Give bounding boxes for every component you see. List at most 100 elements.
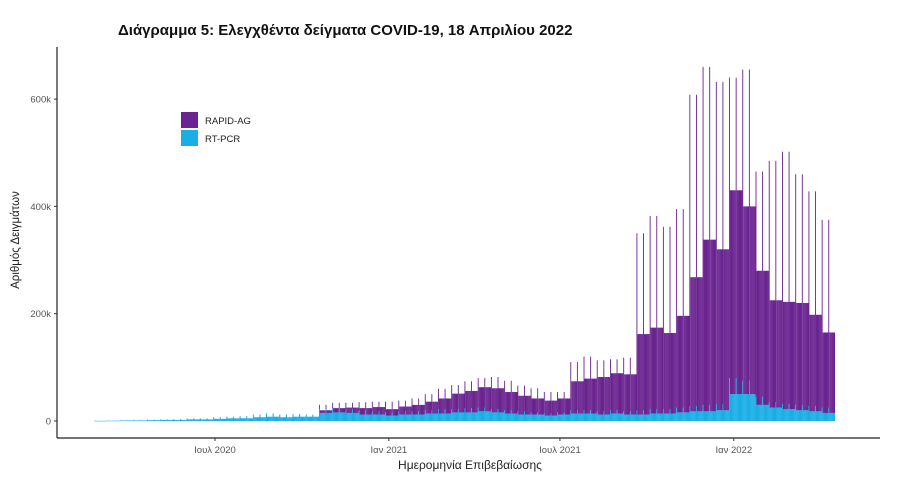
bar-rapid-ag bbox=[666, 333, 668, 414]
bar-rapid-ag bbox=[577, 381, 579, 414]
bar-rt-pcr bbox=[126, 420, 128, 421]
bar-rt-pcr bbox=[813, 411, 815, 421]
bar-rapid-ag bbox=[521, 395, 523, 415]
bar-rt-pcr bbox=[507, 413, 509, 421]
bar-rt-pcr bbox=[352, 412, 355, 421]
bar-rt-pcr bbox=[202, 419, 204, 421]
bar-rt-pcr bbox=[154, 420, 156, 421]
bar-rt-pcr bbox=[234, 418, 236, 421]
bar-rt-pcr bbox=[315, 416, 317, 421]
bar-rt-pcr bbox=[491, 412, 493, 421]
bar-rt-pcr bbox=[147, 420, 149, 421]
bar-rapid-ag bbox=[613, 373, 615, 414]
bar-rapid-ag bbox=[798, 302, 800, 411]
bar-rt-pcr bbox=[258, 417, 260, 421]
bar-rt-pcr bbox=[261, 417, 263, 421]
bar-rapid-ag bbox=[626, 374, 628, 415]
bar-rt-pcr bbox=[673, 413, 675, 421]
bar-rapid-ag bbox=[761, 270, 763, 405]
bar-rt-pcr bbox=[730, 394, 732, 421]
bar-rt-pcr bbox=[238, 418, 240, 421]
bar-rt-pcr bbox=[433, 413, 435, 421]
bar-rt-pcr bbox=[688, 412, 690, 421]
bar-rt-pcr bbox=[480, 411, 482, 421]
bar-rt-pcr bbox=[319, 412, 321, 421]
bar-rapid-ag bbox=[424, 394, 426, 411]
bar-rt-pcr bbox=[702, 404, 704, 421]
bar-rt-pcr bbox=[741, 394, 743, 421]
bar-rt-pcr bbox=[214, 418, 216, 421]
bar-rapid-ag bbox=[465, 390, 467, 413]
bar-rt-pcr bbox=[676, 407, 678, 421]
bar-rapid-ag bbox=[730, 190, 732, 395]
bar-rt-pcr bbox=[570, 410, 572, 421]
bar-rt-pcr bbox=[452, 412, 454, 421]
bar-rt-pcr bbox=[392, 415, 394, 421]
bar-rt-pcr bbox=[362, 414, 364, 421]
bar-rapid-ag bbox=[788, 151, 790, 404]
bar-rt-pcr bbox=[632, 414, 634, 421]
bar-rapid-ag bbox=[489, 387, 491, 412]
bar-rapid-ag bbox=[621, 373, 623, 414]
bar-rt-pcr bbox=[300, 416, 303, 421]
bar-rapid-ag bbox=[751, 206, 753, 395]
bar-rt-pcr bbox=[181, 419, 183, 421]
bar-rapid-ag bbox=[752, 206, 754, 395]
bar-rt-pcr bbox=[712, 411, 714, 421]
bar-rt-pcr bbox=[387, 415, 389, 421]
bar-rapid-ag bbox=[360, 408, 362, 415]
bar-rt-pcr bbox=[514, 413, 516, 421]
bar-rt-pcr bbox=[406, 414, 408, 421]
bar-rapid-ag bbox=[651, 327, 653, 414]
bar-rt-pcr bbox=[599, 414, 601, 421]
bar-rapid-ag bbox=[627, 374, 630, 415]
bar-rt-pcr bbox=[272, 413, 274, 421]
bar-rt-pcr bbox=[669, 409, 671, 421]
bar-rapid-ag bbox=[801, 174, 803, 405]
bar-rt-pcr bbox=[425, 413, 427, 421]
bar-rt-pcr bbox=[695, 411, 697, 421]
bar-rt-pcr bbox=[107, 420, 109, 421]
bar-rapid-ag bbox=[589, 378, 591, 414]
bar-rt-pcr bbox=[814, 411, 816, 421]
bar-rapid-ag bbox=[600, 377, 602, 415]
bar-rt-pcr bbox=[354, 412, 356, 421]
bar-rapid-ag bbox=[816, 314, 818, 412]
bar-rt-pcr bbox=[817, 411, 819, 421]
bar-rt-pcr bbox=[124, 420, 126, 421]
bar-rt-pcr bbox=[619, 413, 621, 421]
bar-rt-pcr bbox=[427, 413, 429, 421]
bar-rt-pcr bbox=[439, 413, 441, 421]
bar-rt-pcr bbox=[421, 414, 423, 421]
bar-rapid-ag bbox=[803, 302, 805, 411]
bar-rapid-ag bbox=[548, 400, 550, 416]
bar-rt-pcr bbox=[509, 413, 511, 421]
bar-rt-pcr bbox=[98, 420, 100, 422]
bar-rt-pcr bbox=[417, 414, 419, 421]
bar-rt-pcr bbox=[615, 413, 617, 421]
bar-rapid-ag bbox=[527, 395, 529, 415]
bar-rapid-ag bbox=[524, 385, 525, 412]
bar-rapid-ag bbox=[571, 381, 573, 414]
bar-rt-pcr bbox=[610, 410, 612, 421]
bar-rapid-ag bbox=[629, 357, 631, 412]
bar-rt-pcr bbox=[687, 412, 689, 421]
bar-rt-pcr bbox=[614, 413, 616, 421]
bar-rt-pcr bbox=[766, 404, 768, 421]
bar-rapid-ag bbox=[710, 239, 712, 412]
bar-rapid-ag bbox=[735, 77, 737, 379]
bar-rt-pcr bbox=[401, 414, 403, 421]
bar-rapid-ag bbox=[590, 356, 592, 411]
bar-rt-pcr bbox=[767, 404, 769, 421]
bar-rt-pcr bbox=[396, 415, 398, 421]
bar-rt-pcr bbox=[225, 418, 227, 421]
bar-rt-pcr bbox=[360, 414, 362, 421]
bar-rt-pcr bbox=[677, 412, 679, 421]
bar-rapid-ag bbox=[404, 400, 406, 412]
bar-rapid-ag bbox=[726, 249, 728, 411]
bar-rt-pcr bbox=[812, 411, 814, 421]
bar-rt-pcr bbox=[139, 420, 141, 421]
bar-rt-pcr bbox=[403, 414, 405, 421]
bar-rapid-ag bbox=[438, 388, 439, 410]
bar-rt-pcr bbox=[832, 412, 834, 421]
